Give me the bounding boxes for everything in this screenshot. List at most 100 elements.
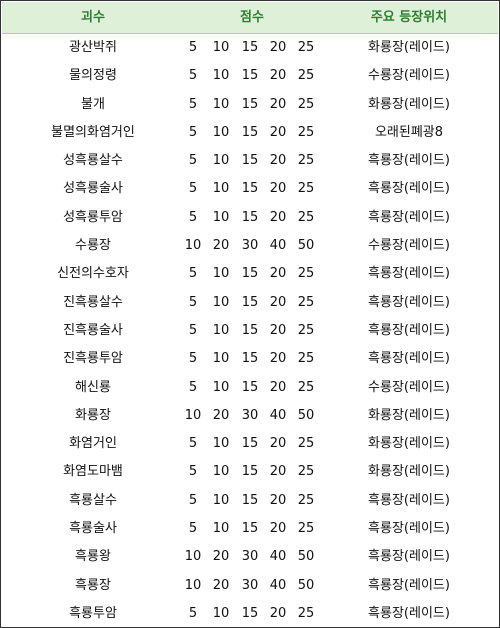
score-value: 20 — [269, 436, 287, 452]
monster-name: 광산박쥐 — [69, 40, 117, 55]
score-value: 10 — [212, 266, 230, 282]
score-value: 25 — [297, 209, 315, 225]
monster-name: 물의정령 — [69, 68, 117, 84]
location-value: 수룡장(레이드) — [368, 238, 450, 254]
score-value: 25 — [297, 521, 315, 537]
table-row: 불개 5 10 15 20 25 화룡장(레이드) — [2, 91, 498, 119]
table-row: 흑룡왕 10 20 30 40 50 흑룡장(레이드) — [2, 543, 498, 571]
score-value: 20 — [269, 351, 287, 367]
score-value: 25 — [297, 322, 315, 338]
location-value: 흑룡장(레이드) — [368, 322, 450, 338]
score-value: 25 — [297, 153, 315, 169]
score-value: 25 — [297, 266, 315, 282]
table-row: 진흑룡투암 5 10 15 20 25 흑룡장(레이드) — [2, 345, 498, 373]
score-value: 15 — [241, 40, 259, 55]
score-value: 20 — [269, 266, 287, 282]
table-body: 광산박쥐 5 10 15 20 25 화룡장(레이드) 물의정령 5 10 15 20 25 수룡장(레이… — [2, 34, 498, 628]
score-value: 10 — [184, 407, 202, 423]
location-value: 화룡장(레이드) — [368, 40, 450, 55]
location-value: 흑룡장(레이드) — [368, 153, 450, 169]
score-value: 15 — [241, 266, 259, 282]
score-value: 15 — [241, 209, 259, 225]
monster-name: 흑룡투암 — [69, 605, 117, 621]
score-value: 10 — [212, 605, 230, 621]
table-row: 진흑룡살수 5 10 15 20 25 흑룡장(레이드) — [2, 289, 498, 317]
score-value: 30 — [241, 407, 259, 423]
score-value: 10 — [184, 549, 202, 565]
score-value: 5 — [188, 436, 198, 452]
score-value: 25 — [297, 181, 315, 197]
table-row: 화염거인 5 10 15 20 25 화룡장(레이드) — [2, 430, 498, 458]
score-value: 30 — [241, 549, 259, 565]
monster-name: 신전의수호자 — [57, 266, 129, 282]
score-value: 30 — [241, 238, 259, 254]
score-value: 15 — [241, 379, 259, 395]
monster-name: 화염도마뱀 — [63, 464, 123, 480]
score-value: 25 — [297, 124, 315, 140]
location-value: 수룡장(레이드) — [368, 379, 450, 395]
score-value: 20 — [269, 40, 287, 55]
score-value: 50 — [297, 549, 315, 565]
header-location: 주요 등장위치 — [370, 10, 448, 25]
location-value: 흑룡장(레이드) — [368, 181, 450, 197]
score-value: 20 — [269, 492, 287, 508]
monster-name: 수룡장 — [75, 238, 111, 254]
monster-name: 불개 — [81, 96, 105, 112]
score-value: 10 — [212, 209, 230, 225]
score-value: 25 — [297, 96, 315, 112]
location-value: 흑룡장(레이드) — [368, 209, 450, 225]
location-value: 수룡장(레이드) — [368, 68, 450, 84]
score-value: 20 — [269, 68, 287, 84]
score-value: 5 — [188, 124, 198, 140]
score-value: 15 — [241, 181, 259, 197]
score-value: 20 — [269, 294, 287, 310]
score-value: 20 — [269, 209, 287, 225]
monster-name: 불멸의화염거인 — [51, 124, 135, 140]
score-value: 15 — [241, 351, 259, 367]
score-value: 50 — [297, 407, 315, 423]
score-value: 10 — [212, 322, 230, 338]
monster-name: 성흑룡투암 — [63, 209, 123, 225]
score-value: 20 — [269, 124, 287, 140]
score-value: 25 — [297, 492, 315, 508]
score-value: 20 — [269, 464, 287, 480]
score-value: 5 — [188, 181, 198, 197]
score-value: 30 — [241, 577, 259, 593]
monster-name: 흑룡술사 — [69, 521, 117, 537]
table-row: 흑룡술사 5 10 15 20 25 흑룡장(레이드) — [2, 515, 498, 543]
location-value: 흑룡장(레이드) — [368, 605, 450, 621]
table-row: 흑룡투암 5 10 15 20 25 흑룡장(레이드) — [2, 600, 498, 628]
score-value: 15 — [241, 492, 259, 508]
score-value: 50 — [297, 577, 315, 593]
score-value: 5 — [188, 605, 198, 621]
header-score: 점수 — [240, 10, 264, 25]
monster-name: 성흑룡술사 — [63, 181, 123, 197]
score-value: 20 — [269, 521, 287, 537]
location-value: 화룡장(레이드) — [368, 96, 450, 112]
score-value: 20 — [269, 379, 287, 395]
location-value: 흑룡장(레이드) — [368, 294, 450, 310]
location-value: 흑룡장(레이드) — [368, 492, 450, 508]
score-value: 5 — [188, 351, 198, 367]
score-value: 10 — [212, 492, 230, 508]
table-row: 흑룡장 10 20 30 40 50 흑룡장(레이드) — [2, 572, 498, 600]
score-value: 25 — [297, 294, 315, 310]
score-value: 40 — [269, 549, 287, 565]
score-value: 40 — [269, 238, 287, 254]
table-row: 흑룡살수 5 10 15 20 25 흑룡장(레이드) — [2, 487, 498, 515]
score-value: 5 — [188, 153, 198, 169]
table-row: 성흑룡투암 5 10 15 20 25 흑룡장(레이드) — [2, 204, 498, 232]
table-row: 성흑룡술사 5 10 15 20 25 흑룡장(레이드) — [2, 175, 498, 203]
monster-name: 진흑룡술사 — [63, 322, 123, 338]
score-value: 15 — [241, 436, 259, 452]
location-value: 흑룡장(레이드) — [368, 521, 450, 537]
score-value: 25 — [297, 40, 315, 55]
table-row: 광산박쥐 5 10 15 20 25 화룡장(레이드) — [2, 34, 498, 62]
location-value: 화룡장(레이드) — [368, 464, 450, 480]
score-value: 5 — [188, 209, 198, 225]
score-value: 25 — [297, 605, 315, 621]
score-value: 5 — [188, 521, 198, 537]
location-value: 흑룡장(레이드) — [368, 266, 450, 282]
score-value: 10 — [212, 96, 230, 112]
